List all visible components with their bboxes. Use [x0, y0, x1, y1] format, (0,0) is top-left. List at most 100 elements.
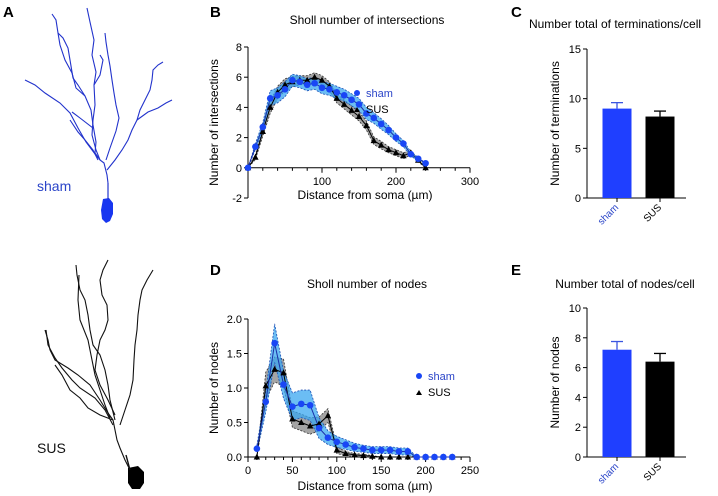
data-point-sham: [315, 424, 323, 432]
y-tick-label: 15: [569, 44, 581, 56]
data-point-sus: [318, 76, 326, 83]
data-point-sham: [289, 403, 296, 410]
data-point-sham: [407, 150, 415, 158]
legend-marker-sus: [354, 107, 360, 112]
data-point-sus: [280, 369, 287, 376]
y-tick-label: 1.0: [227, 383, 242, 395]
y-tick-label: 2.0: [227, 314, 242, 326]
y-tick-label: 0.5: [227, 418, 242, 430]
neuron-soma-sus: [128, 466, 144, 489]
data-point-sham: [318, 84, 326, 92]
data-point-sus: [400, 152, 407, 159]
chart-title: Number total of terminations/cell: [529, 17, 701, 31]
panel-letter-b: B: [210, 4, 221, 21]
chart-title: Sholl number of nodes: [307, 277, 427, 291]
panel-letter-e: E: [511, 262, 522, 279]
data-point-sus: [333, 94, 340, 101]
data-point-sus: [355, 112, 363, 119]
legend-label-sham: sham: [366, 88, 393, 100]
data-point-sus: [351, 451, 358, 458]
legend-label-sus: SUS: [428, 387, 451, 399]
data-point-sus: [342, 450, 349, 457]
data-point-sham: [386, 446, 394, 454]
legend-label-sus: SUS: [366, 104, 389, 116]
y-tick-label: 10: [569, 303, 581, 315]
x-axis-label: Distance from soma (µm): [298, 188, 433, 202]
data-point-sus: [311, 73, 318, 80]
data-point-sham: [377, 446, 385, 454]
neuron-soma-sham: [101, 198, 113, 223]
x-tick-label: 300: [461, 176, 479, 188]
data-point-sus: [395, 453, 403, 460]
data-point-sus: [306, 422, 314, 429]
y-tick-label: 2: [575, 422, 581, 434]
data-point-sham: [404, 448, 412, 455]
data-point-sham: [289, 76, 296, 84]
data-point-sus: [259, 128, 266, 135]
x-tick-label: 0: [245, 465, 251, 477]
neuron-tracing-sus: [44, 259, 154, 471]
data-point-sus: [422, 164, 429, 171]
data-point-sham: [259, 123, 267, 131]
bar-sus: [645, 116, 675, 198]
data-point-sham: [253, 445, 261, 453]
y-tick-label: 5: [575, 143, 581, 155]
data-point-sus: [281, 81, 289, 88]
data-point-sus: [370, 137, 377, 144]
data-point-sus: [385, 146, 392, 153]
data-point-sus: [392, 149, 400, 156]
data-point-sus: [369, 452, 376, 459]
panel-letter-c: C: [511, 4, 522, 21]
legend-label-sham: sham: [428, 371, 455, 383]
data-point-sham: [360, 445, 367, 453]
data-point-sham: [311, 79, 318, 87]
data-point-sus: [341, 100, 348, 107]
data-point-sham: [266, 95, 274, 102]
x-tick-label: 100: [313, 176, 331, 188]
data-point-sham: [431, 453, 438, 461]
data-point-sus: [262, 382, 269, 389]
data-point-sus: [348, 106, 355, 113]
bar-sham: [602, 108, 632, 198]
neuron-label-sham: sham: [37, 178, 72, 194]
x-tick-label-sus: SUS: [642, 461, 665, 484]
data-point-sham: [348, 96, 355, 104]
data-point-sham: [280, 381, 287, 388]
data-point-sham: [324, 434, 332, 441]
y-axis-label: Number of terminations: [548, 61, 562, 186]
panel-letter-d: D: [210, 262, 221, 279]
data-point-sham: [244, 164, 252, 172]
sem-band-sus: [256, 356, 453, 458]
data-point-sus: [386, 453, 394, 460]
data-point-sham: [333, 89, 341, 96]
data-point-sus: [404, 453, 412, 460]
chart-e-nodes: Number total of nodes/cell 0 2 4 6 8 10 Number …: [548, 277, 695, 486]
data-point-sus: [304, 76, 311, 83]
data-point-sham: [414, 155, 422, 163]
x-tick-label-sus: SUS: [642, 202, 665, 225]
y-tick-label: 6: [236, 72, 242, 84]
data-point-sham: [440, 453, 447, 461]
data-point-sus: [315, 420, 323, 427]
data-point-sham: [448, 453, 456, 461]
y-tick-label: 10: [569, 94, 581, 106]
y-tick-label: -2: [232, 193, 242, 205]
data-point-sham: [355, 101, 363, 108]
data-point-sham: [252, 143, 259, 150]
y-tick-label: 0: [236, 163, 242, 175]
y-tick-label: 0: [575, 193, 581, 205]
neuron-tracing-sham: [24, 7, 173, 184]
data-point-sus: [252, 153, 259, 160]
x-tick-label: 150: [372, 465, 390, 477]
y-tick-label: 1.5: [227, 349, 242, 361]
x-tick-label: 200: [387, 176, 405, 188]
neuron-axon-sus: [125, 454, 131, 471]
data-point-sham: [413, 453, 421, 461]
data-point-sham: [385, 126, 392, 134]
x-tick-label: 100: [328, 465, 346, 477]
x-tick-label: 200: [416, 465, 434, 477]
y-tick-label: 8: [236, 42, 242, 54]
legend-marker-sham: [416, 373, 422, 379]
data-point-sham: [262, 398, 270, 406]
